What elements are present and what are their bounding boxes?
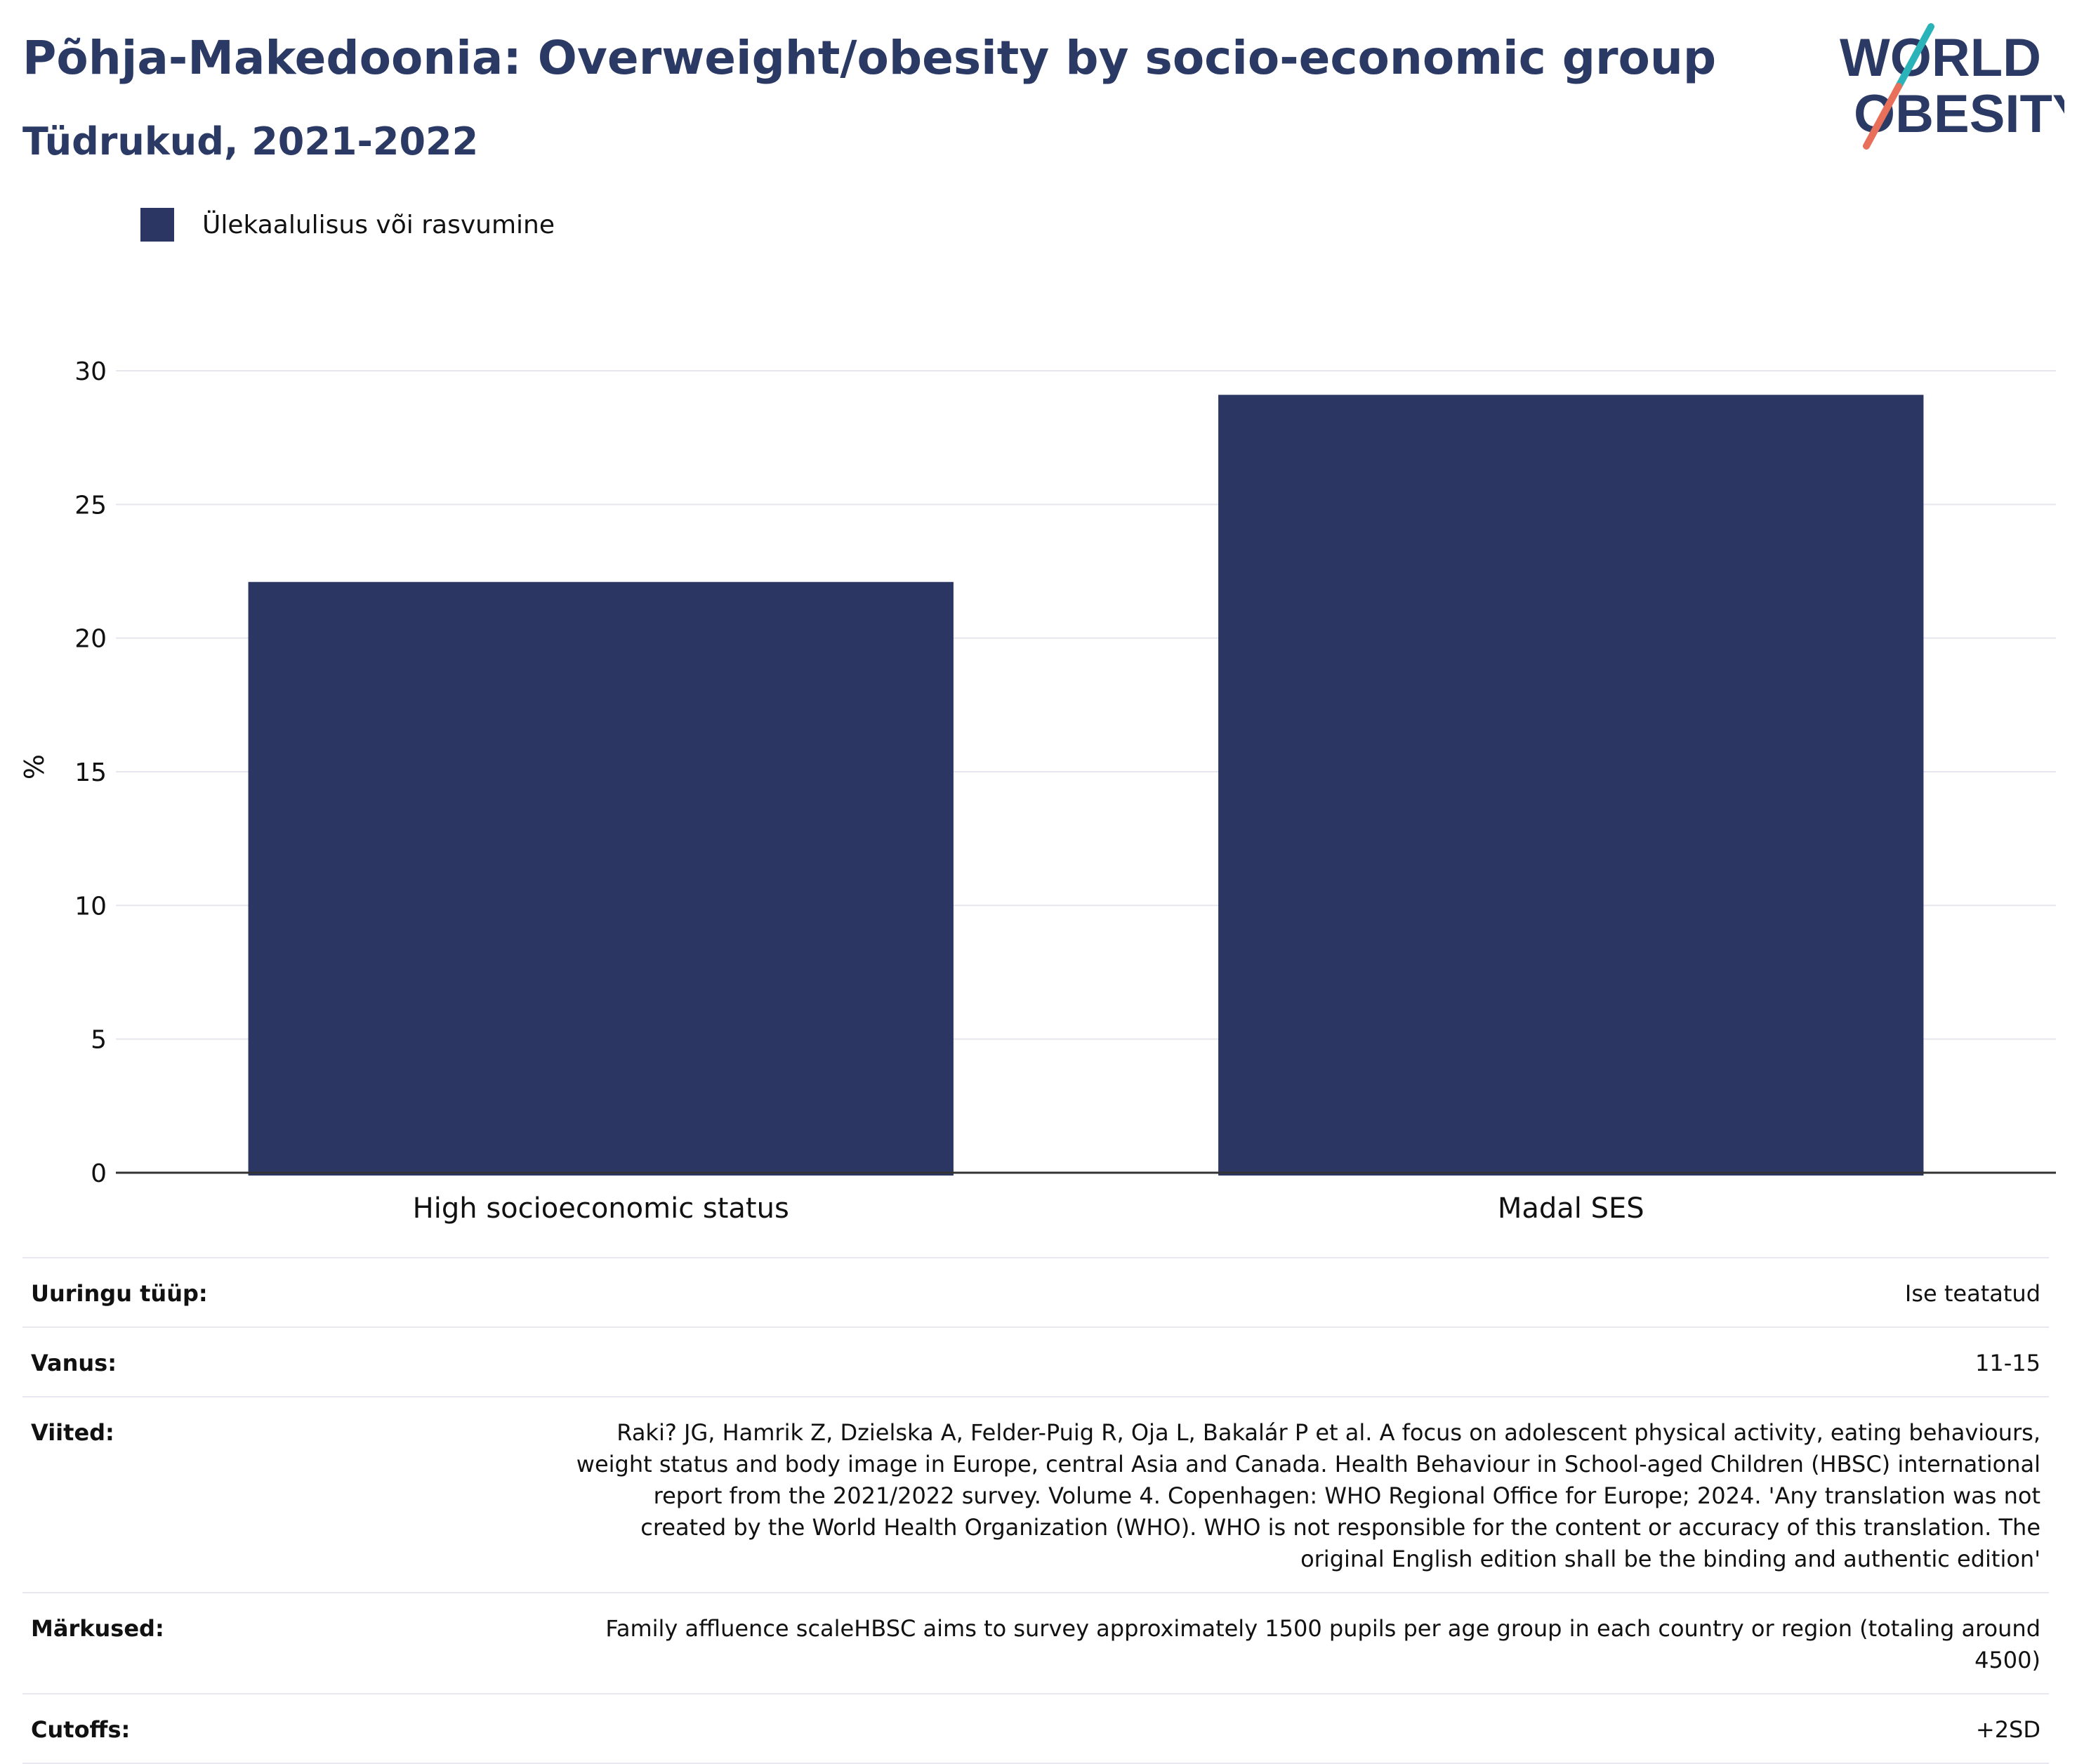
metadata-key: Uuringu tüüp: bbox=[31, 1280, 208, 1307]
logo-slash-coral bbox=[1863, 83, 1902, 150]
y-tick-label: 20 bbox=[74, 625, 107, 654]
metadata-value: Raki? JG, Hamrik Z, Dzielska A, Felder-P… bbox=[576, 1419, 2040, 1572]
metadata-value: 11-15 bbox=[1975, 1350, 2040, 1376]
bar bbox=[248, 581, 954, 1176]
legend-swatch bbox=[140, 208, 174, 242]
metadata-key: Viited: bbox=[31, 1419, 114, 1446]
y-tick-label: 15 bbox=[74, 758, 107, 787]
metadata-key: Cutoffs: bbox=[31, 1716, 131, 1743]
chart-subtitle: Tüdrukud, 2021-2022 bbox=[22, 119, 479, 164]
chart-title: Põhja-Makedoonia: Overweight/obesity by … bbox=[22, 31, 1717, 85]
y-tick-label: 30 bbox=[74, 357, 107, 386]
metadata-value: Ise teatatud bbox=[1904, 1280, 2040, 1307]
metadata-value: Family affluence scaleHBSC aims to surve… bbox=[605, 1615, 2040, 1673]
legend-label: Ülekaalulisus või rasvumine bbox=[202, 210, 555, 239]
logo-slash-teal bbox=[1895, 23, 1934, 90]
metadata-row: Cutoffs: +2SD bbox=[22, 1693, 2049, 1764]
legend: Ülekaalulisus või rasvumine bbox=[140, 208, 555, 242]
metadata-row: Vanus: 11-15 bbox=[22, 1327, 2049, 1396]
x-tick-label: High socioeconomic status bbox=[413, 1192, 789, 1225]
logo-word-obesity: OBESITY bbox=[1854, 84, 2064, 144]
metadata-key: Märkused: bbox=[31, 1615, 164, 1642]
metadata-value: +2SD bbox=[1975, 1716, 2040, 1743]
y-tick-label: 0 bbox=[91, 1159, 107, 1188]
logo-word-world: WORLD bbox=[1840, 28, 2041, 88]
metadata-row: Viited: Raki? JG, Hamrik Z, Dzielska A, F… bbox=[22, 1396, 2049, 1592]
metadata-row: Märkused: Family affluence scaleHBSC aims… bbox=[22, 1592, 2049, 1693]
bar-chart: 0 5 10 15 20 25 30 High socioeconomic status Mad… bbox=[19, 357, 2056, 1225]
metadata-key: Vanus: bbox=[31, 1350, 117, 1376]
metadata-row: Uuringu tüüp: Ise teatatud bbox=[22, 1257, 2049, 1327]
x-tick-label: Madal SES bbox=[1498, 1192, 1644, 1225]
world-obesity-logo: WORLD OBESITY bbox=[1840, 23, 2064, 150]
metadata-table: Uuringu tüüp: Ise teatatud Vanus: 11-15 Viit… bbox=[22, 1257, 2049, 1764]
y-tick-label: 10 bbox=[74, 892, 107, 921]
bar bbox=[1218, 395, 1924, 1176]
axes: 0 5 10 15 20 25 30 High socioeconomic status Mad… bbox=[74, 357, 2056, 1225]
y-tick-label: 25 bbox=[74, 491, 107, 520]
bars bbox=[248, 395, 1924, 1176]
y-axis-label: % bbox=[19, 754, 50, 779]
y-tick-label: 5 bbox=[91, 1026, 107, 1055]
